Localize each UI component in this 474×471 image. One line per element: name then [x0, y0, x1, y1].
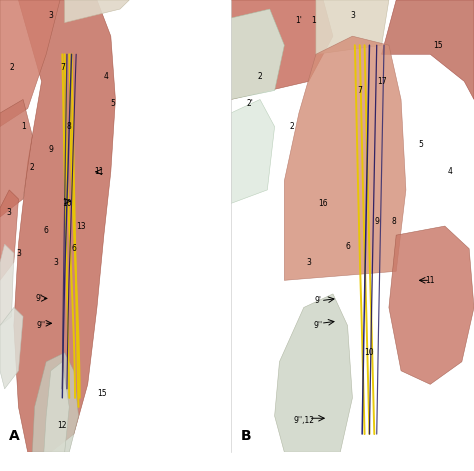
Polygon shape — [284, 36, 406, 280]
Text: 2': 2' — [247, 99, 254, 108]
Polygon shape — [231, 9, 284, 99]
Text: 2: 2 — [289, 122, 294, 131]
Text: 10: 10 — [62, 199, 72, 208]
Text: 2: 2 — [30, 163, 35, 172]
Polygon shape — [0, 244, 14, 325]
Text: 1: 1 — [311, 16, 316, 25]
Text: 6: 6 — [345, 242, 350, 251]
Text: B: B — [241, 429, 251, 443]
Text: 9': 9' — [36, 294, 43, 303]
Text: 9'',12: 9'',12 — [293, 416, 314, 425]
Polygon shape — [0, 308, 23, 389]
Polygon shape — [0, 190, 18, 280]
Polygon shape — [316, 0, 389, 54]
Polygon shape — [32, 353, 79, 452]
Text: 6: 6 — [72, 244, 76, 253]
Text: 15: 15 — [433, 41, 442, 50]
Polygon shape — [382, 0, 474, 99]
Text: 9: 9 — [374, 217, 379, 226]
Text: 5: 5 — [418, 140, 423, 149]
Text: 3: 3 — [350, 11, 355, 20]
Polygon shape — [231, 99, 274, 203]
Polygon shape — [231, 0, 333, 99]
Text: 3: 3 — [7, 208, 12, 217]
Polygon shape — [64, 0, 129, 23]
Polygon shape — [389, 226, 474, 384]
Text: 2: 2 — [9, 63, 14, 73]
Text: 3: 3 — [16, 249, 21, 258]
Text: 8: 8 — [392, 217, 396, 226]
Polygon shape — [0, 99, 32, 217]
Text: 11: 11 — [426, 276, 435, 285]
Text: 15: 15 — [97, 389, 106, 398]
Text: 13: 13 — [76, 221, 86, 231]
Text: 9'': 9'' — [314, 321, 323, 330]
Text: 1': 1' — [295, 16, 302, 25]
Polygon shape — [44, 362, 69, 452]
Text: 1: 1 — [21, 122, 26, 131]
Polygon shape — [0, 0, 60, 127]
Text: 7: 7 — [60, 63, 65, 73]
Text: 16: 16 — [319, 199, 328, 208]
Text: 9'': 9'' — [37, 321, 46, 330]
Text: 2: 2 — [258, 73, 263, 81]
Text: 8: 8 — [67, 122, 72, 131]
Text: 9': 9' — [315, 296, 322, 305]
Polygon shape — [14, 0, 115, 452]
Text: 17: 17 — [377, 77, 386, 86]
Text: 4: 4 — [104, 73, 109, 81]
Text: 12: 12 — [57, 421, 67, 430]
Text: 10: 10 — [365, 348, 374, 357]
Text: 3: 3 — [306, 258, 311, 267]
Text: 3: 3 — [53, 258, 58, 267]
Text: 7: 7 — [357, 86, 362, 95]
Text: 5: 5 — [110, 99, 116, 108]
Text: 3: 3 — [48, 11, 53, 20]
Polygon shape — [274, 294, 352, 452]
Text: 9: 9 — [48, 145, 53, 154]
Text: 11: 11 — [94, 167, 104, 176]
Text: 4: 4 — [447, 167, 452, 176]
Text: A: A — [9, 429, 20, 443]
Text: 6: 6 — [44, 226, 49, 235]
